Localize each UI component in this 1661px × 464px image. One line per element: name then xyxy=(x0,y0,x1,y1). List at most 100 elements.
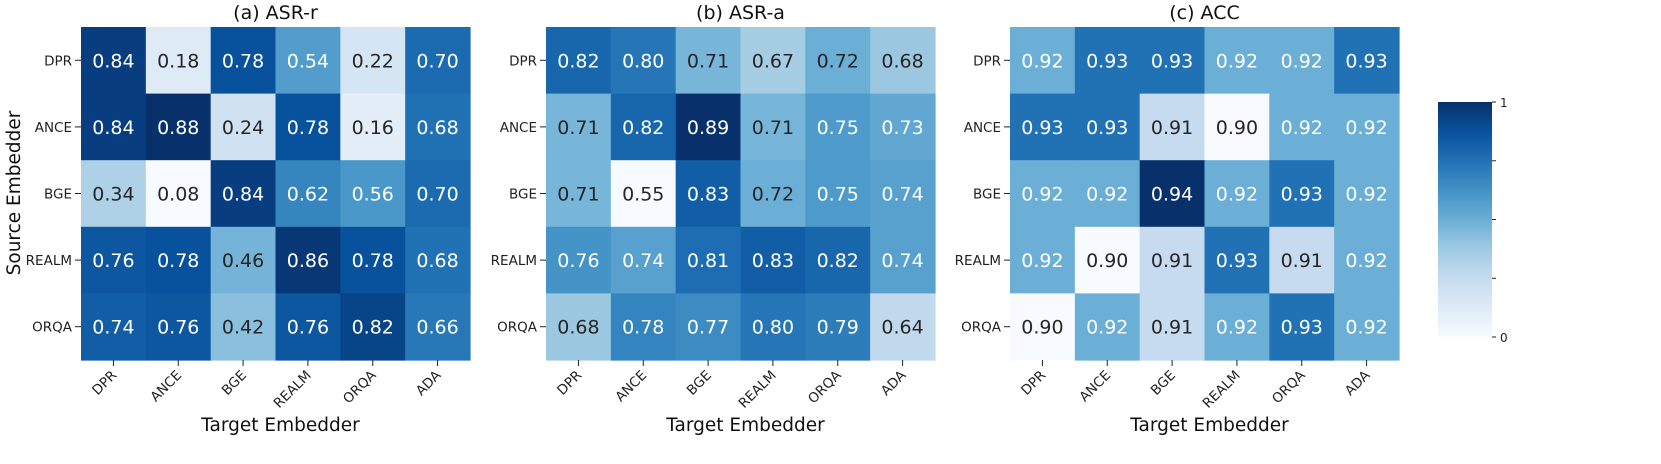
x-tick-label: REALM xyxy=(271,368,315,412)
x-axis-label: Target Embedder xyxy=(1129,415,1289,436)
heatmap-cell xyxy=(275,226,341,294)
cell-value-label: 0.90 xyxy=(1021,317,1063,339)
y-tick-label: ANCE xyxy=(964,120,1001,136)
heatmap-cell xyxy=(275,93,341,161)
x-tick-label: ADA xyxy=(878,367,910,399)
x-axis-label: Target Embedder xyxy=(665,415,825,436)
cell-value-label: 0.77 xyxy=(687,317,729,339)
heatmap-cell xyxy=(405,226,471,294)
cell-value-label: 0.16 xyxy=(352,117,394,139)
cell-value-label: 0.93 xyxy=(1216,250,1258,272)
cell-value-label: 0.78 xyxy=(157,250,199,272)
heatmap-cell xyxy=(145,27,212,95)
cell-value-label: 0.74 xyxy=(881,184,923,206)
heatmap-cell xyxy=(1269,160,1335,228)
y-tick-label: BGE xyxy=(44,187,72,203)
cell-value-label: 0.92 xyxy=(1345,317,1387,339)
heatmap-cell xyxy=(1139,160,1206,228)
cell-value-label: 0.24 xyxy=(222,117,264,139)
heatmap-cell xyxy=(1074,293,1141,361)
heatmap-cell xyxy=(1010,93,1076,161)
cell-value-label: 0.92 xyxy=(1086,317,1128,339)
y-tick-label: ANCE xyxy=(500,120,537,136)
cell-value-label: 0.78 xyxy=(222,50,264,72)
cell-value-label: 0.62 xyxy=(287,184,329,206)
cell-value-label: 0.73 xyxy=(881,117,923,139)
x-tick-label: ORQA xyxy=(340,367,380,407)
heatmap-cell xyxy=(870,226,936,294)
heatmap-cell xyxy=(740,27,806,95)
cell-value-label: 0.90 xyxy=(1216,117,1258,139)
cell-value-label: 0.93 xyxy=(1281,317,1323,339)
heatmap-cell xyxy=(1074,93,1141,161)
cell-value-label: 0.71 xyxy=(557,117,599,139)
cell-value-label: 0.80 xyxy=(752,317,794,339)
heatmap-cell xyxy=(1269,293,1335,361)
y-tick-label: REALM xyxy=(955,253,1001,269)
heatmap-cell xyxy=(145,226,212,294)
heatmap-cell xyxy=(805,293,871,361)
cell-value-label: 0.86 xyxy=(287,250,329,272)
heatmap-cell xyxy=(210,27,277,95)
cell-value-label: 0.54 xyxy=(287,50,329,72)
heatmap-cell xyxy=(1334,93,1400,161)
heatmap-cell xyxy=(870,93,936,161)
heatmap-cell xyxy=(145,160,212,228)
heatmap-cell xyxy=(740,93,806,161)
cell-value-label: 0.67 xyxy=(752,50,794,72)
heatmap-cell xyxy=(610,293,677,361)
heatmap-cell xyxy=(675,226,742,294)
heatmap-cell xyxy=(275,27,341,95)
x-tick-label: REALM xyxy=(1200,368,1244,412)
cell-value-label: 0.92 xyxy=(1216,184,1258,206)
cell-value-label: 0.78 xyxy=(287,117,329,139)
y-tick-label: ORQA xyxy=(497,320,538,336)
cell-value-label: 0.08 xyxy=(157,184,199,206)
cell-value-label: 0.75 xyxy=(817,117,859,139)
heatmap-cell xyxy=(81,27,147,95)
cell-value-label: 0.92 xyxy=(1216,50,1258,72)
heatmap-cell xyxy=(805,226,871,294)
x-tick-label: ORQA xyxy=(1269,367,1309,407)
heatmap-cell xyxy=(81,226,147,294)
heatmap-cell xyxy=(340,160,406,228)
cell-value-label: 0.34 xyxy=(92,184,134,206)
y-tick-label: BGE xyxy=(509,187,537,203)
heatmap-cell xyxy=(1139,93,1206,161)
cell-value-label: 0.82 xyxy=(817,250,859,272)
heatmap-cell xyxy=(1204,27,1270,95)
heatmap-cell xyxy=(340,226,406,294)
cell-value-label: 0.22 xyxy=(352,50,394,72)
panel-title: (c) ACC xyxy=(1169,2,1240,24)
y-tick-label: ORQA xyxy=(32,320,73,336)
heatmap-cell xyxy=(870,160,936,228)
cell-value-label: 0.76 xyxy=(92,250,134,272)
cell-value-label: 0.70 xyxy=(416,184,458,206)
heatmap-cell xyxy=(340,27,406,95)
heatmap-cell xyxy=(805,93,871,161)
heatmap-cell xyxy=(1334,27,1400,95)
cell-value-label: 0.92 xyxy=(1086,184,1128,206)
cell-value-label: 0.93 xyxy=(1345,50,1387,72)
cell-value-label: 0.71 xyxy=(752,117,794,139)
y-tick-label: DPR xyxy=(973,53,1001,69)
cell-value-label: 0.79 xyxy=(817,317,859,339)
cell-value-label: 0.84 xyxy=(92,50,134,72)
heatmap-cell xyxy=(546,226,612,294)
heatmap-cell xyxy=(405,27,471,95)
cell-value-label: 0.81 xyxy=(687,250,729,272)
heatmap-cell xyxy=(870,27,936,95)
cell-value-label: 0.68 xyxy=(881,50,923,72)
heatmap-cell xyxy=(405,160,471,228)
heatmap-cell xyxy=(740,293,806,361)
heatmap-cell xyxy=(546,93,612,161)
x-tick-label: BGE xyxy=(1148,368,1179,399)
heatmap-cell xyxy=(340,93,406,161)
y-tick-label: DPR xyxy=(44,53,72,69)
panel-title: (a) ASR-r xyxy=(233,2,318,24)
y-tick-label: REALM xyxy=(491,253,537,269)
heatmap-cell xyxy=(1334,293,1400,361)
heatmap-cell xyxy=(546,160,612,228)
x-tick-label: DPR xyxy=(554,368,585,399)
